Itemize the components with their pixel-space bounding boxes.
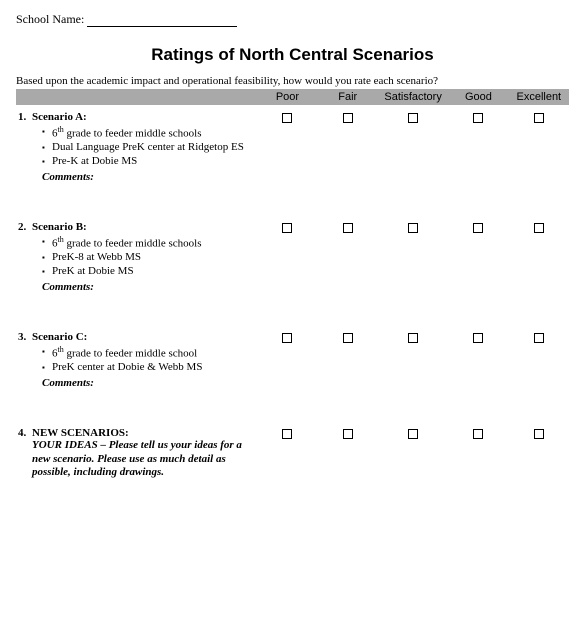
scenario-0-checkbox-1[interactable]: [343, 113, 353, 123]
scenario-0-checkbox-4[interactable]: [534, 113, 544, 123]
instruction-text: Based upon the academic impact and opera…: [16, 75, 569, 87]
scenario-2-checkbox-3[interactable]: [473, 333, 483, 343]
scenario-0-checkbox-3[interactable]: [473, 113, 483, 123]
school-name-line: School Name:: [16, 12, 569, 27]
scenario-bullets: 6th grade to feeder middle schoolsDual L…: [32, 125, 247, 169]
scenario-bullet: 6th grade to feeder middle school: [42, 345, 247, 361]
scenario-bullets: 6th grade to feeder middle schoolsPreK-8…: [32, 235, 247, 279]
comments-label: Comments:: [32, 171, 247, 183]
scenario-bullet: 6th grade to feeder middle schools: [42, 235, 247, 251]
scenario-row: 1.Scenario A: 6th grade to feeder middle …: [16, 105, 569, 203]
scenario-0-checkbox-2[interactable]: [408, 113, 418, 123]
scenario-bullet: Dual Language PreK center at Ridgetop ES: [42, 141, 247, 155]
header-row: Poor Fair Satisfactory Good Excellent: [16, 89, 569, 105]
scenario-1-checkbox-4[interactable]: [534, 223, 544, 233]
scenario-1-checkbox-0[interactable]: [282, 223, 292, 233]
scenario-bullet: Pre-K at Dobie MS: [42, 155, 247, 169]
school-name-field[interactable]: [87, 26, 237, 27]
scenario-row: 3.Scenario C: 6th grade to feeder middle …: [16, 325, 569, 409]
header-poor: Poor: [257, 89, 317, 105]
scenario-title: Scenario B:: [32, 221, 87, 233]
scenario-number: 4.: [18, 427, 32, 439]
scenario-2-checkbox-2[interactable]: [408, 333, 418, 343]
scenario-bullet: PreK center at Dobie & Webb MS: [42, 361, 247, 375]
scenario-bullets: 6th grade to feeder middle schoolPreK ce…: [32, 345, 247, 375]
new-scenario-checkbox-4[interactable]: [534, 429, 544, 439]
ratings-table: Poor Fair Satisfactory Good Excellent 1.…: [16, 89, 569, 500]
header-fair: Fair: [318, 89, 378, 105]
new-scenario-checkbox-0[interactable]: [282, 429, 292, 439]
school-name-label: School Name:: [16, 12, 84, 26]
scenario-row: 2.Scenario B: 6th grade to feeder middle …: [16, 215, 569, 313]
scenario-title: Scenario A:: [32, 111, 87, 123]
scenario-1-checkbox-1[interactable]: [343, 223, 353, 233]
scenario-number: 1.: [18, 111, 32, 123]
new-scenario-ideas: YOUR IDEAS – Please tell us your ideas f…: [32, 439, 242, 479]
scenario-number: 3.: [18, 331, 32, 343]
header-good: Good: [448, 89, 508, 105]
scenario-2-checkbox-4[interactable]: [534, 333, 544, 343]
header-empty: [16, 89, 257, 105]
page-title: Ratings of North Central Scenarios: [16, 45, 569, 65]
scenario-2-checkbox-0[interactable]: [282, 333, 292, 343]
scenario-bullet: 6th grade to feeder middle schools: [42, 125, 247, 141]
comments-label: Comments:: [32, 281, 247, 293]
scenario-0-checkbox-0[interactable]: [282, 113, 292, 123]
scenario-1-checkbox-3[interactable]: [473, 223, 483, 233]
header-satisfactory: Satisfactory: [378, 89, 448, 105]
scenario-2-checkbox-1[interactable]: [343, 333, 353, 343]
scenario-1-checkbox-2[interactable]: [408, 223, 418, 233]
new-scenario-row: 4.NEW SCENARIOS:YOUR IDEAS – Please tell…: [16, 421, 569, 500]
scenario-number: 2.: [18, 221, 32, 233]
scenario-bullet: PreK-8 at Webb MS: [42, 251, 247, 265]
header-excellent: Excellent: [509, 89, 569, 105]
scenario-bullet: PreK at Dobie MS: [42, 265, 247, 279]
new-scenario-checkbox-1[interactable]: [343, 429, 353, 439]
comments-label: Comments:: [32, 377, 247, 389]
scenario-title: Scenario C:: [32, 331, 87, 343]
new-scenario-checkbox-3[interactable]: [473, 429, 483, 439]
new-scenario-checkbox-2[interactable]: [408, 429, 418, 439]
new-scenario-title: NEW SCENARIOS:: [32, 427, 129, 439]
